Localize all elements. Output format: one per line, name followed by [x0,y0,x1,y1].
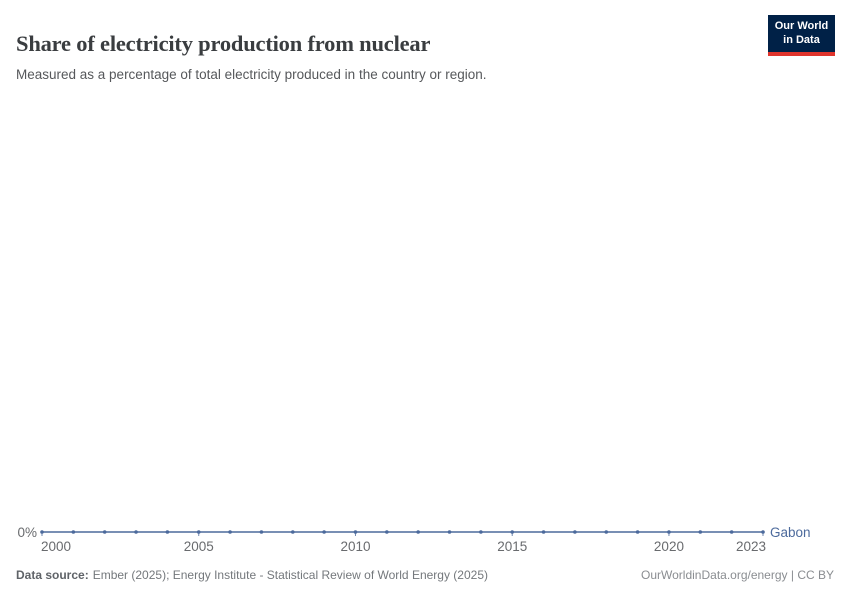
data-point [353,530,358,534]
owid-logo[interactable]: Our World in Data [768,15,835,56]
license-link[interactable]: OurWorldinData.org/energy | CC BY [641,568,834,582]
chart-canvas: 2000 2005 2010 2015 2020 2023 0% Gabon [17,525,811,554]
x-axis-tick-label: 2000 [41,539,71,554]
data-point [134,530,138,534]
data-source-label: Data source: [16,568,89,582]
data-point [322,530,326,534]
data-point [165,530,170,534]
chart-footer: Data source: Ember (2025); Energy Institu… [16,568,834,583]
owid-logo-line1: Our World [774,20,829,32]
data-point [698,530,703,534]
data-point [479,530,483,534]
x-axis-tick-label: 2020 [654,539,684,554]
data-point [635,530,640,534]
data-point [290,530,295,534]
x-axis-tick-label: 2010 [340,539,370,554]
data-point [761,530,765,534]
y-axis-zero-label: 0% [17,525,37,540]
data-point [228,530,232,534]
x-axis-tick-label: 2023 [736,539,766,554]
x-axis-tick-label: 2005 [184,539,214,554]
data-point [40,530,44,534]
data-point [102,530,107,534]
chart-subtitle: Measured as a percentage of total electr… [16,66,487,82]
data-point [196,530,201,534]
data-source-note: Data source: Ember (2025); Energy Institu… [16,568,488,583]
data-point [510,530,515,534]
data-point [259,530,264,534]
data-point [729,530,734,534]
data-point [541,530,546,534]
data-point [573,530,577,534]
data-point [447,530,452,534]
data-point [71,530,76,534]
data-point [416,530,420,534]
data-point [604,530,609,534]
x-axis-tick-label: 2015 [497,539,527,554]
data-point [667,530,671,534]
owid-logo-line2: in Data [783,33,820,46]
data-source-text: Ember (2025); Energy Institute - Statist… [92,568,488,582]
series-entity-label[interactable]: Gabon [770,525,811,540]
chart-title: Share of electricity production from nuc… [16,31,431,57]
data-point [385,530,389,534]
